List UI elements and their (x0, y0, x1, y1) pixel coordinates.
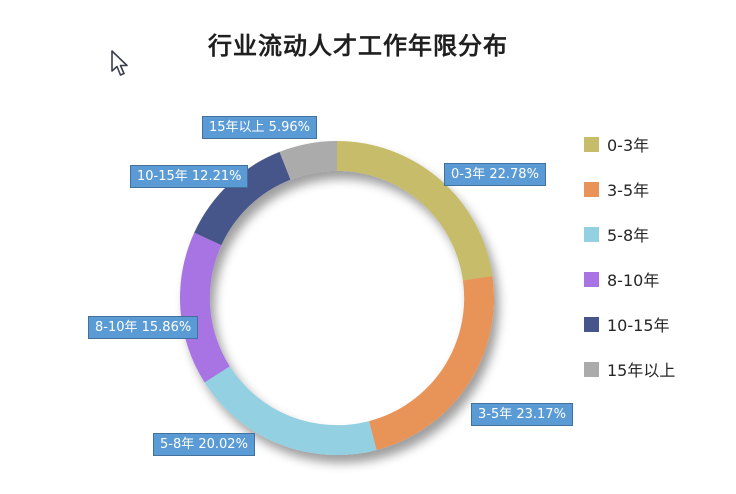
legend-item-5-8[interactable]: 5-8年 (584, 223, 675, 245)
legend-swatch-icon (584, 271, 599, 287)
donut-slice-3-5年[interactable] (369, 276, 495, 450)
legend-label: 10-15年 (607, 316, 670, 335)
data-label-10-15[interactable]: 10-15年 12.21% (130, 165, 249, 188)
legend-swatch-icon (584, 181, 599, 197)
legend-item-3-5[interactable]: 3-5年 (584, 178, 675, 200)
legend-label: 0-3年 (607, 136, 650, 155)
legend-swatch-icon (584, 136, 599, 152)
chart-title: 行业流动人才工作年限分布 (208, 32, 508, 60)
data-label-15plus[interactable]: 15年以上 5.96% (202, 116, 317, 139)
legend-item-8-10[interactable]: 8-10年 (584, 268, 675, 290)
donut-slice-5-8年[interactable] (204, 366, 377, 455)
mouse-cursor-icon (111, 50, 128, 76)
legend-label: 15年以上 (607, 361, 676, 380)
legend-swatch-icon (584, 226, 599, 242)
data-label-3-5[interactable]: 3-5年 23.17% (471, 403, 573, 426)
legend-item-15plus[interactable]: 15年以上 (584, 358, 675, 380)
legend-label: 3-5年 (607, 181, 650, 200)
legend-swatch-icon (584, 361, 599, 377)
data-label-8-10[interactable]: 8-10年 15.86% (88, 316, 199, 339)
legend-swatch-icon (584, 316, 599, 332)
donut-slice-0-3年[interactable] (337, 141, 493, 281)
legend-item-0-3[interactable]: 0-3年 (584, 133, 675, 155)
legend-item-10-15[interactable]: 10-15年 (584, 313, 675, 335)
data-label-0-3[interactable]: 0-3年 22.78% (444, 163, 546, 186)
donut-slice-10-15年[interactable] (194, 151, 291, 246)
legend-label: 5-8年 (607, 226, 650, 245)
legend-label: 8-10年 (607, 271, 660, 290)
data-label-5-8[interactable]: 5-8年 20.02% (153, 433, 255, 456)
legend: 0-3年 3-5年 5-8年 8-10年 10-15年 15年以上 (584, 133, 675, 403)
donut-slice-15年以上[interactable] (279, 141, 337, 180)
donut-slice-8-10年[interactable] (180, 232, 230, 383)
